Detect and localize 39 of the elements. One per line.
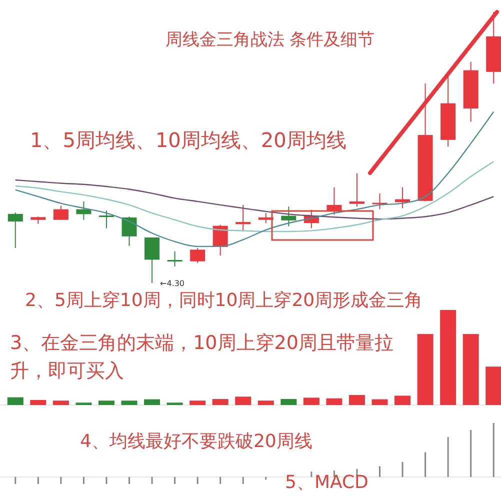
bar [486, 366, 501, 405]
candlestick [258, 212, 274, 224]
bar [372, 399, 388, 405]
candlestick [76, 200, 92, 220]
candlestick [281, 206, 296, 227]
bar [144, 399, 160, 405]
candlestick [236, 204, 251, 232]
bar [258, 400, 274, 405]
bar [98, 400, 114, 405]
annotation: ←4.30 [160, 279, 185, 288]
annotation: 3、在金三角的末端，10周上穿20周且带量拉升，即可买入 [10, 331, 394, 384]
bar [417, 334, 434, 405]
candlestick [144, 236, 160, 284]
bar [52, 400, 69, 405]
bar [7, 397, 24, 405]
candlestick [98, 210, 114, 229]
bar [190, 400, 206, 405]
candlestick [122, 216, 137, 246]
candlestick [190, 248, 206, 264]
bar [280, 399, 297, 405]
candlestick [53, 205, 68, 220]
annotation: 1、5周均线、10周均线、20周均线 [30, 128, 346, 152]
bar [121, 400, 138, 405]
bar [440, 310, 456, 405]
bar [235, 396, 252, 405]
bar [394, 396, 411, 405]
candlestick [8, 212, 23, 249]
text: 周线金三角战法 条件及细节 [165, 30, 375, 50]
annotation: 4、均线最好不要跌破20周线 [80, 431, 312, 452]
annotation: 2、5周上穿10周，同时10周上穿20周形成金三角 [25, 290, 423, 311]
bar [212, 399, 228, 405]
bar [348, 395, 365, 405]
annotation: 5、MACD [285, 472, 368, 493]
bar [303, 398, 320, 405]
candlestick [349, 172, 364, 208]
bar [30, 400, 46, 405]
bar [326, 398, 342, 405]
candlestick [167, 250, 182, 267]
bar [462, 334, 479, 405]
